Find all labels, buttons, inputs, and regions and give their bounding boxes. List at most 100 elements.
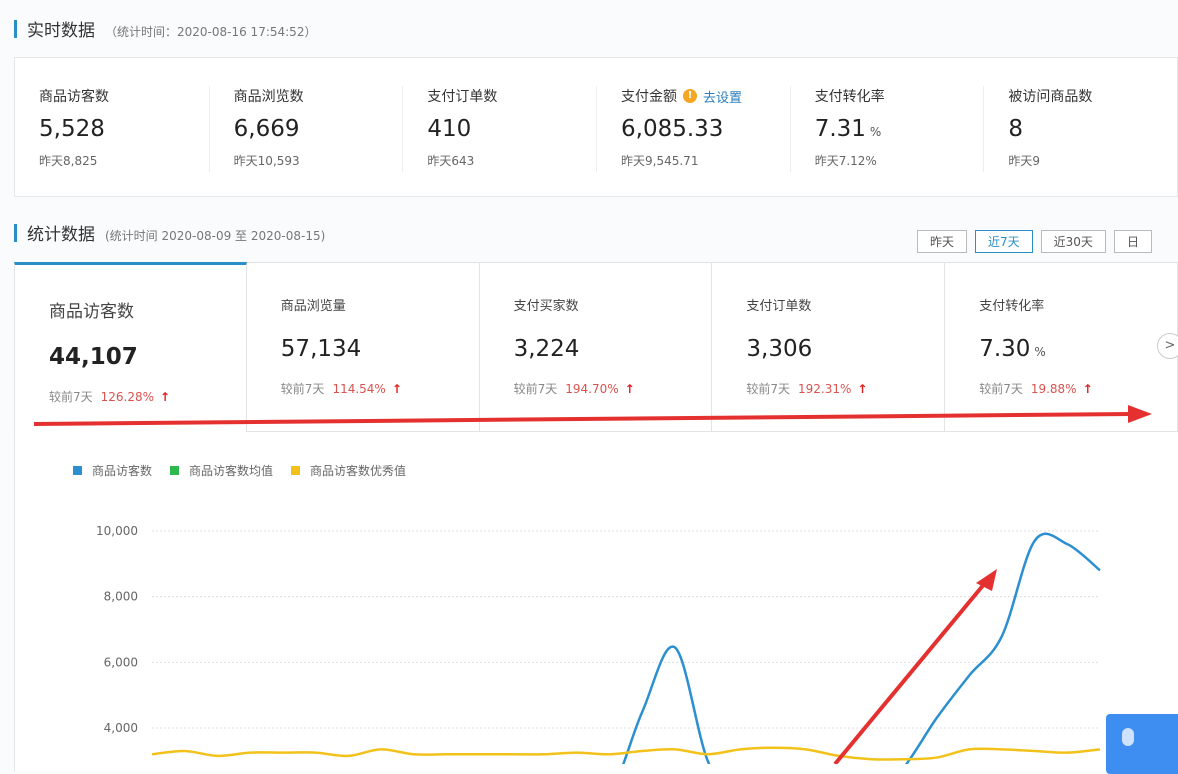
metric-yesterday: 昨天10,593 [233, 154, 300, 168]
arrow-up-icon: ↑ [624, 382, 635, 396]
stat-label: 商品访客数 [49, 302, 134, 322]
legend-item[interactable]: 商品访客数优秀值 [291, 462, 406, 479]
stat-value: 3,306 [746, 336, 813, 362]
stat-value: 3,224 [513, 336, 580, 362]
stat-value: 7.30 [979, 336, 1031, 362]
y-tick-label: 10,000 [96, 524, 138, 538]
metric-label: 支付转化率 [814, 89, 885, 105]
annotation-arrow [33, 412, 1133, 426]
stat-card-tab[interactable]: 商品访客数 44,107 较前7天 126.28% ↑ [14, 262, 247, 432]
realtime-panel: 商品访客数 5,528 昨天8,825 商品浏览数 6,669 昨天10,593 支付订单数… [14, 57, 1178, 197]
range-selector: 昨天 近7天 近30天日 [917, 230, 1152, 253]
metric-unit: % [869, 125, 882, 139]
metric-label: 支付订单数 [427, 89, 498, 105]
stat-label: 支付转化率 [979, 299, 1045, 314]
realtime-metric: 商品浏览数 6,669 昨天10,593 [208, 86, 403, 172]
stat-compare: 较前7天 126.28% ↑ [49, 388, 246, 405]
realtime-metric: 被访问商品数 8 昨天9 [983, 86, 1177, 172]
realtime-metric: 支付转化率 7.31% 昨天7.12% [789, 86, 984, 172]
realtime-metric: 商品访客数 5,528 昨天8,825 [15, 86, 209, 172]
metric-label: 支付金额 [621, 89, 678, 105]
y-tick-label: 8,000 [104, 590, 138, 604]
legend-swatch [73, 466, 82, 475]
stat-card-tab[interactable]: 支付转化率 7.30% 较前7天 19.88% ↑ [945, 262, 1178, 432]
metric-yesterday: 昨天9,545.71 [621, 154, 699, 168]
stat-card-tab[interactable]: 支付订单数 3,306 较前7天 192.31% ↑ [712, 262, 946, 432]
metric-value: 7.31 [814, 116, 866, 142]
stat-value: 44,107 [49, 344, 138, 370]
stat-value-row: 44,107 [49, 344, 246, 370]
arrow-up-icon: ↑ [391, 382, 402, 396]
range-button[interactable]: 日 [1113, 230, 1152, 253]
compare-percent: 19.88% [1030, 382, 1077, 396]
stat-compare: 较前7天 114.54% ↑ [281, 380, 479, 397]
chart-legend: 商品访客数 商品访客数均值 商品访客数优秀值 [73, 462, 406, 479]
range-button[interactable]: 近7天 [975, 230, 1033, 253]
stat-card-tab[interactable]: 商品浏览量 57,134 较前7天 114.54% ↑ [246, 262, 480, 432]
metric-value-row: 6,085.33 [621, 116, 790, 142]
stat-compare: 较前7天 194.70% ↑ [514, 380, 712, 397]
metric-label-row: 被访问商品数 [1008, 86, 1177, 106]
settings-link[interactable]: 去设置 [703, 90, 743, 106]
realtime-header: 实时数据 （统计时间：2020-08-16 17:54:52） [14, 16, 316, 41]
legend-item[interactable]: 商品访客数 [73, 462, 152, 479]
stat-value-row: 3,224 [514, 336, 712, 362]
metric-yesterday: 昨天8,825 [39, 154, 98, 168]
compare-percent: 194.70% [565, 382, 619, 396]
metric-label-row: 支付转化率 [815, 86, 984, 106]
compare-label: 较前7天 [746, 382, 791, 396]
stat-label: 商品浏览量 [280, 299, 346, 314]
stat-compare: 较前7天 19.88% ↑ [979, 380, 1177, 397]
stat-value-row: 57,134 [281, 336, 479, 362]
series-line [622, 532, 1101, 764]
metric-label: 被访问商品数 [1008, 89, 1093, 105]
stats-cards: 商品访客数 44,107 较前7天 126.28% ↑ 商品浏览量 57,134 较前7天 11… [14, 262, 1178, 432]
metric-value-row: 7.31% [815, 116, 984, 142]
legend-swatch [170, 466, 180, 475]
stat-value-row: 3,306 [746, 336, 944, 362]
stats-title: 统计数据 [27, 225, 95, 245]
next-arrow-button[interactable]: > [1157, 333, 1178, 359]
stat-card-tab[interactable]: 支付买家数 3,224 较前7天 194.70% ↑ [479, 262, 713, 432]
metric-value: 410 [427, 116, 472, 142]
stat-unit: % [1034, 345, 1046, 359]
y-tick-label: 4,000 [104, 721, 138, 735]
stats-subtitle: (统计时间 2020-08-09 至 2020-08-15) [105, 229, 326, 243]
metric-value-row: 8 [1008, 116, 1177, 142]
floating-help-button[interactable] [1106, 714, 1178, 774]
metric-label: 商品浏览数 [233, 89, 304, 105]
stat-value: 57,134 [280, 336, 362, 362]
arrow-up-icon: ↑ [1082, 382, 1093, 396]
realtime-metric: 支付订单数 410 昨天643 [402, 86, 596, 172]
legend-label: 商品访客数 [92, 464, 153, 478]
metric-value-row: 6,669 [234, 116, 403, 142]
compare-percent: 114.54% [332, 382, 386, 396]
metric-value-row: 5,528 [39, 116, 209, 142]
stat-label: 支付订单数 [746, 299, 812, 314]
realtime-subtitle: （统计时间：2020-08-16 17:54:52） [105, 25, 317, 39]
stats-header: 统计数据 (统计时间 2020-08-09 至 2020-08-15) [14, 220, 325, 245]
metric-yesterday: 昨天643 [427, 154, 475, 168]
y-tick-label: 6,000 [104, 655, 138, 669]
warning-icon: ! [683, 89, 698, 103]
compare-percent: 126.28% [100, 390, 155, 404]
title-bar [14, 223, 17, 242]
metric-label-row: 商品访客数 [39, 86, 209, 106]
metric-label-row: 支付订单数 [427, 86, 596, 106]
title-bar [14, 19, 17, 38]
range-button[interactable]: 昨天 [917, 230, 968, 253]
metric-yesterday: 昨天9 [1008, 154, 1040, 168]
compare-label: 较前7天 [979, 382, 1023, 396]
metric-label: 商品访客数 [39, 89, 109, 105]
metric-label-row: 商品浏览数 [234, 86, 403, 106]
chart-panel: 商品访客数 商品访客数均值 商品访客数优秀值 [14, 432, 1178, 772]
legend-item[interactable]: 商品访客数均值 [170, 462, 273, 479]
chat-icon [1122, 728, 1134, 746]
metric-value: 6,085.33 [621, 116, 724, 142]
range-button[interactable]: 近30天 [1040, 230, 1106, 253]
compare-label: 较前7天 [49, 390, 93, 404]
arrow-up-icon: ↑ [857, 382, 868, 396]
annotation-arrowhead [976, 569, 997, 591]
metric-label-row: 支付金额! 去设置 [621, 86, 790, 106]
